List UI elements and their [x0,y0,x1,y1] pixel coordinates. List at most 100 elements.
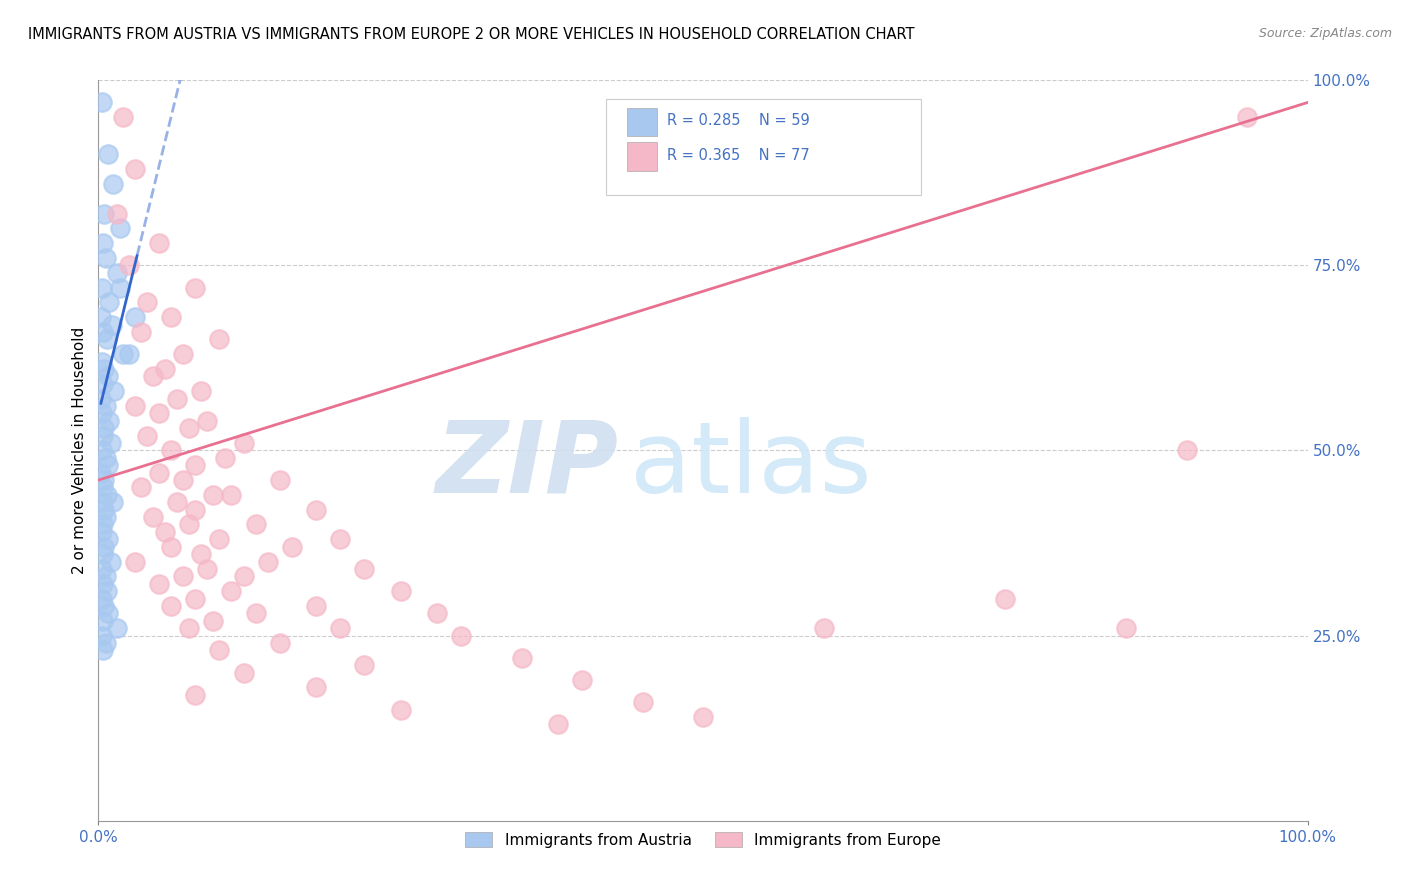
Point [135,428,157,442]
Point [179,517,201,532]
Point [232,665,254,680]
Point [184,458,207,473]
Point [142,510,165,524]
Point [97,458,120,473]
Point [813,621,835,635]
Point [105,266,128,280]
Point [101,177,124,191]
Point [90,392,112,406]
Point [510,650,533,665]
Point [105,621,128,635]
Point [245,517,267,532]
Point [389,584,412,599]
Text: R = 0.285    N = 59: R = 0.285 N = 59 [666,113,810,128]
Point [221,488,243,502]
Point [97,369,120,384]
Point [97,607,120,621]
Point [118,259,141,273]
Point [91,443,114,458]
Text: Source: ZipAtlas.com: Source: ZipAtlas.com [1258,27,1392,40]
Point [124,162,146,177]
Point [111,111,134,125]
Bar [627,108,657,136]
Text: ZIP: ZIP [436,417,619,514]
Point [190,547,212,561]
Point [166,495,188,509]
Point [208,533,231,547]
Point [353,562,375,576]
Point [1175,443,1198,458]
Point [221,584,243,599]
Point [172,347,194,361]
Point [148,236,170,251]
Point [160,599,183,613]
Point [329,621,352,635]
Bar [627,143,657,170]
Point [1115,621,1137,635]
Point [208,333,231,347]
Point [93,599,115,613]
Point [124,399,146,413]
Point [571,673,593,687]
Point [105,206,128,220]
Point [142,369,165,384]
Point [166,392,188,406]
Point [93,421,115,435]
Point [91,407,114,421]
Point [547,717,569,731]
Point [160,310,183,325]
Point [91,524,114,539]
Point [96,488,118,502]
Point [97,147,120,161]
FancyBboxPatch shape [606,99,921,195]
Point [148,407,170,421]
Point [245,607,267,621]
Point [172,569,194,583]
Point [91,376,114,391]
Point [98,414,121,428]
Point [389,703,412,717]
Point [93,502,115,516]
Point [184,688,207,702]
Point [202,614,225,628]
Point [269,636,291,650]
Point [91,495,114,509]
Point [232,436,254,450]
Point [96,333,118,347]
Point [305,502,328,516]
Point [994,591,1017,606]
Point [103,384,125,399]
Point [184,502,207,516]
Point [91,236,114,251]
Point [353,658,375,673]
Y-axis label: 2 or more Vehicles in Household: 2 or more Vehicles in Household [72,326,87,574]
Point [256,555,278,569]
Point [195,562,218,576]
Point [172,473,194,487]
Point [98,295,121,310]
Point [100,436,122,450]
Point [91,591,114,606]
Point [269,473,291,487]
Point [91,562,114,576]
Point [94,510,117,524]
Point [202,488,225,502]
Point [153,524,176,539]
Point [184,591,207,606]
Point [148,466,170,480]
Point [91,576,114,591]
Point [101,495,124,509]
Point [148,576,170,591]
Point [124,555,146,569]
Point [305,681,328,695]
Point [631,695,654,709]
Point [91,325,114,339]
Point [208,643,231,657]
Point [153,362,176,376]
Text: IMMIGRANTS FROM AUSTRIA VS IMMIGRANTS FROM EUROPE 2 OR MORE VEHICLES IN HOUSEHOL: IMMIGRANTS FROM AUSTRIA VS IMMIGRANTS FR… [28,27,915,42]
Point [96,584,118,599]
Point [232,569,254,583]
Point [129,481,152,495]
Point [329,533,352,547]
Point [1236,111,1258,125]
